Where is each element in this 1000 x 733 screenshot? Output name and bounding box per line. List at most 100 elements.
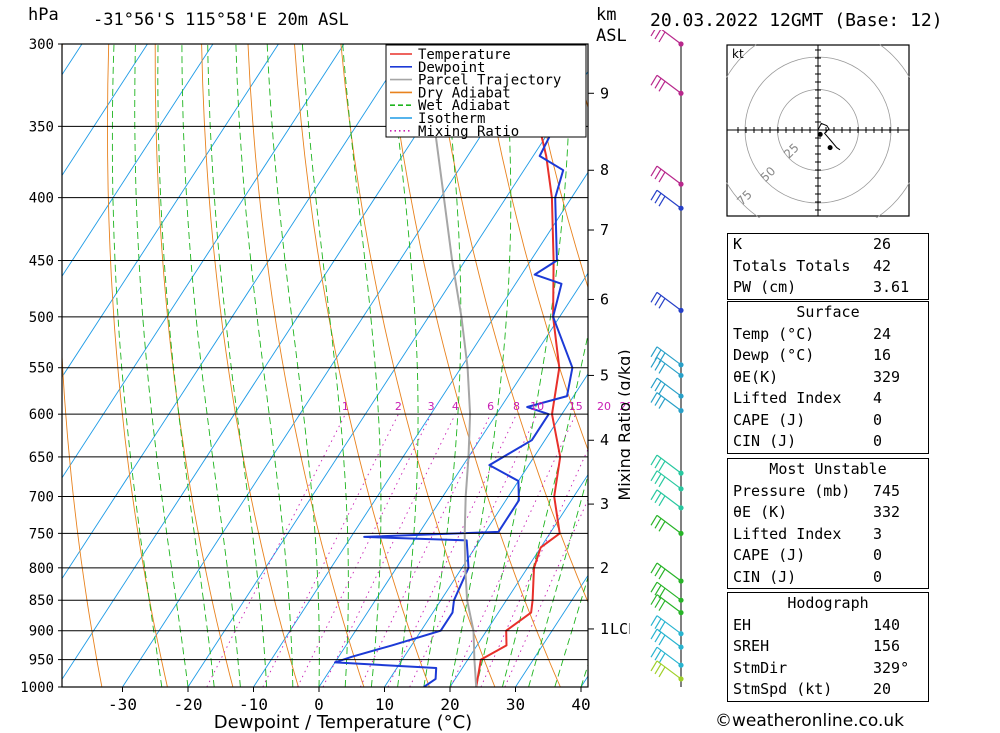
- legend-box: [385, 44, 587, 138]
- barb-feather: [650, 562, 658, 574]
- barb-feather: [658, 171, 666, 183]
- stat-value: 4: [873, 389, 883, 407]
- barb-feather: [658, 495, 666, 507]
- stat-label: θE(K): [733, 367, 779, 386]
- barb-dot: [678, 597, 684, 603]
- stat-label: CIN (J): [733, 567, 797, 586]
- wind-barb-column: [650, 30, 684, 687]
- stat-label: SREH: [733, 637, 770, 655]
- barb-staff: [656, 454, 682, 474]
- stat-value: 0: [873, 410, 883, 429]
- wind-barb: [650, 581, 684, 603]
- barb-staff: [656, 646, 682, 666]
- wind-barb: [650, 615, 684, 637]
- isotherm-line: [62, 44, 410, 580]
- isotherm-line: [384, 373, 588, 687]
- barb-feather: [658, 568, 666, 580]
- barb-feather: [650, 189, 658, 201]
- barb-feather: [658, 398, 666, 409]
- barb-feather: [650, 581, 658, 593]
- wind-barb: [650, 628, 684, 650]
- legend-label: Wet Adiabat: [418, 98, 511, 114]
- barb-staff: [656, 165, 682, 185]
- barb-feather: [654, 663, 662, 675]
- wind-barb: [650, 392, 684, 414]
- barb-feather: [658, 652, 666, 664]
- stat-value: 16: [873, 346, 892, 364]
- stat-label: Lifted Index: [733, 389, 842, 407]
- panel-title: Hodograph: [787, 594, 869, 612]
- storm-motion-dot: [817, 131, 823, 137]
- barb-dot: [678, 205, 684, 211]
- dry-adiabat-line: [479, 44, 588, 452]
- barb-feather: [654, 360, 662, 371]
- barb-dot: [678, 90, 684, 96]
- stat-label: Lifted Index: [733, 524, 842, 543]
- mixing-ratio-line: [480, 448, 588, 687]
- wind-barb: [650, 489, 684, 511]
- wet-adiabat-line: [301, 44, 349, 687]
- barb-dot: [678, 610, 684, 616]
- barb-dot: [678, 362, 684, 368]
- barb-feather: [654, 473, 662, 485]
- pressure-tick-label: 800: [29, 561, 54, 577]
- wet-adiabat-line: [207, 44, 268, 687]
- pressure-tick-label: 600: [29, 407, 54, 423]
- stat-row: Totals Totals 42: [728, 256, 928, 278]
- panel-title: Surface: [796, 303, 860, 321]
- barb-feather: [654, 565, 662, 577]
- barb-feather: [650, 357, 658, 368]
- wet-adiabat-line: [501, 332, 588, 687]
- barb-feather: [654, 168, 662, 180]
- stat-row: CAPE (J) 0: [728, 545, 928, 567]
- mixing-ratio-label: 10: [530, 400, 544, 413]
- mixing-ratio-label: 20: [597, 400, 611, 413]
- barb-dot: [678, 41, 684, 47]
- temp-tick-label: 10: [375, 695, 394, 714]
- isotherm-line: [253, 171, 588, 687]
- pressure-tick-label: 700: [29, 490, 54, 506]
- isotherm-line: [187, 70, 588, 687]
- temp-tick-label: -20: [174, 695, 203, 714]
- stat-value: 0: [873, 432, 883, 450]
- barb-dot: [678, 393, 684, 399]
- km-tick-label: 9: [600, 84, 609, 102]
- stat-label: Temp (°C): [733, 324, 815, 343]
- isotherm-line: [122, 44, 541, 687]
- barb-dot: [678, 505, 684, 511]
- barb-feather: [650, 346, 658, 358]
- wind-barb: [650, 291, 684, 313]
- barb-feather: [654, 518, 662, 529]
- stat-value: 140: [873, 615, 901, 634]
- barb-feather: [654, 618, 662, 629]
- barb-staff: [656, 489, 682, 509]
- barb-feather: [650, 615, 658, 626]
- barb-staff: [661, 30, 682, 45]
- barb-staff: [656, 392, 682, 412]
- plot-area: [62, 44, 588, 687]
- legend-label: Temperature: [418, 47, 511, 63]
- stat-value: 20: [873, 680, 892, 698]
- wet-adiabat-line: [423, 44, 462, 687]
- barb-dot: [678, 644, 684, 650]
- wet-adiabat-line: [554, 575, 588, 687]
- stat-label: θE (K): [733, 503, 788, 521]
- isotherm-line: [62, 44, 214, 278]
- barb-staff: [656, 628, 682, 648]
- barb-feather: [658, 521, 666, 532]
- barb-dot: [678, 631, 684, 637]
- barb-dot: [678, 408, 684, 414]
- dry-adiabat-line: [340, 44, 496, 687]
- isotherm-line: [62, 44, 345, 479]
- barb-feather: [658, 476, 666, 488]
- stat-row: StmDir 329°: [728, 658, 928, 680]
- stat-row: PW (cm) 3.61: [728, 277, 928, 299]
- wind-barb: [650, 594, 684, 616]
- temp-tick-label: 40: [571, 695, 590, 714]
- barb-feather: [650, 30, 656, 37]
- stat-row: K 26: [728, 234, 928, 256]
- temp-tick-label: 30: [506, 695, 525, 714]
- barb-dot: [678, 181, 684, 187]
- km-tick-label: 4: [600, 431, 609, 449]
